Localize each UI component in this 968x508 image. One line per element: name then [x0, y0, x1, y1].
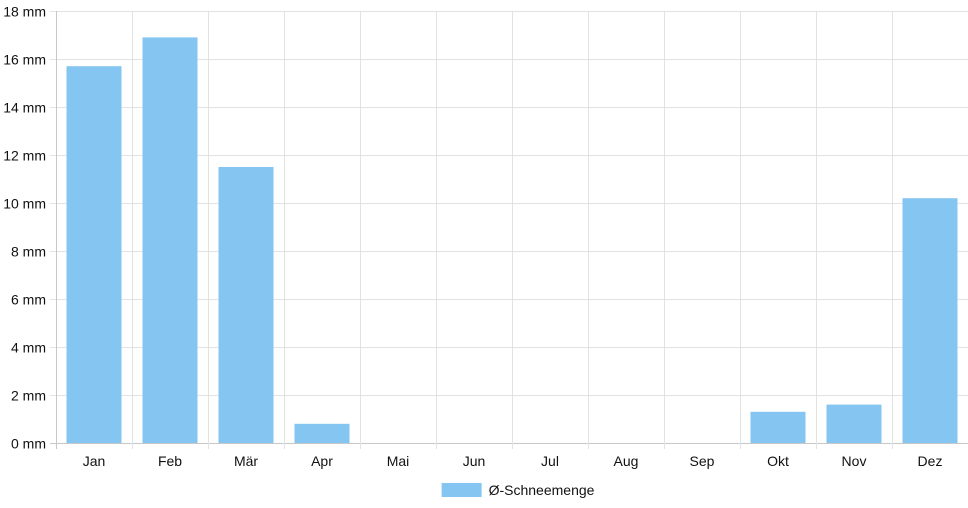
- y-tick-label: 4 mm: [11, 340, 46, 356]
- bar-jan[interactable]: [66, 66, 122, 443]
- x-tick-label: Dez: [918, 453, 943, 469]
- x-tick-label: Jan: [83, 453, 106, 469]
- x-tick-label: Nov: [842, 453, 867, 469]
- x-tick-label: Feb: [158, 453, 182, 469]
- bar-apr[interactable]: [294, 423, 350, 443]
- x-tick-label: Jul: [541, 453, 559, 469]
- y-tick-label: 6 mm: [11, 292, 46, 308]
- y-tick-label: 10 mm: [3, 196, 46, 212]
- x-tick-label: Jun: [463, 453, 486, 469]
- legend-label[interactable]: Ø-Schneemenge: [489, 482, 595, 498]
- y-tick-label: 12 mm: [3, 148, 46, 164]
- y-tick-label: 14 mm: [3, 100, 46, 116]
- y-tick-label: 18 mm: [3, 4, 46, 20]
- x-tick-label: Aug: [614, 453, 639, 469]
- bar-dez[interactable]: [902, 198, 958, 443]
- y-tick-label: 0 mm: [11, 436, 46, 452]
- x-tick-label: Mai: [387, 453, 410, 469]
- x-tick-label: Apr: [311, 453, 333, 469]
- bars: [66, 37, 958, 444]
- y-tick-label: 16 mm: [3, 52, 46, 68]
- grid: [50, 11, 968, 449]
- y-tick-label: 8 mm: [11, 244, 46, 260]
- y-tick-label: 2 mm: [11, 388, 46, 404]
- x-tick-label: Mär: [234, 453, 258, 469]
- bar-feb[interactable]: [142, 37, 198, 444]
- bar-nov[interactable]: [826, 404, 882, 443]
- x-tick-label: Okt: [767, 453, 789, 469]
- legend[interactable]: Ø-Schneemenge: [441, 482, 595, 498]
- bar-okt[interactable]: [750, 411, 806, 443]
- axes: 0 mm 2 mm 4 mm 6 mm 8 mm 10 mm 12 mm 14 mm 16 mm…: [3, 4, 942, 470]
- legend-swatch[interactable]: [441, 483, 482, 497]
- bar-mär[interactable]: [218, 167, 274, 443]
- x-tick-label: Sep: [690, 453, 715, 469]
